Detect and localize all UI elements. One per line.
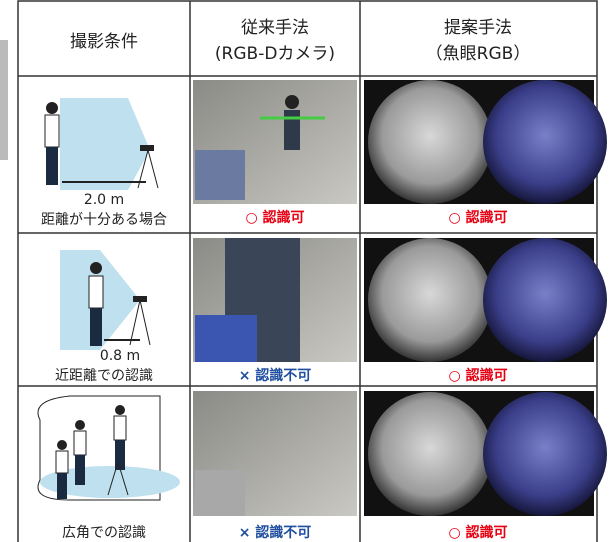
side-bar [0,40,8,160]
baseline-image [193,391,357,516]
result-ok: ○ 認識可 [245,209,304,226]
header-proposed: （魚眼RGB） [426,44,531,64]
result-ok: ○ 認識可 [448,367,507,384]
condition-label: 広角での認識 [62,525,146,541]
illustration [37,395,180,501]
proposed-image [364,391,607,516]
header-baseline: (RGB-Dカメラ) [215,44,335,64]
distance-label: 2.0 m [84,192,124,208]
result-ng: × 認識不可 [239,367,312,384]
condition-label: 距離が十分ある場合 [41,211,167,228]
condition-label: 近距離での認識 [55,367,153,384]
baseline-image [193,80,357,204]
proposed-image [364,238,607,362]
header-proposed: 提案手法 [444,18,512,38]
header-condition: 撮影条件 [70,32,138,52]
illustration [44,98,159,190]
illustration [60,250,151,350]
result-ok: ○ 認識可 [448,209,507,226]
baseline-image [193,238,357,362]
distance-label: 0.8 m [100,348,140,364]
result-ng: × 認識不可 [239,524,312,541]
proposed-image [364,80,607,204]
header-baseline: 従来手法 [241,18,309,38]
result-ok: ○ 認識可 [448,524,507,541]
